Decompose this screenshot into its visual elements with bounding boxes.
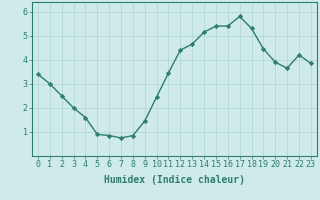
X-axis label: Humidex (Indice chaleur): Humidex (Indice chaleur): [104, 175, 245, 185]
